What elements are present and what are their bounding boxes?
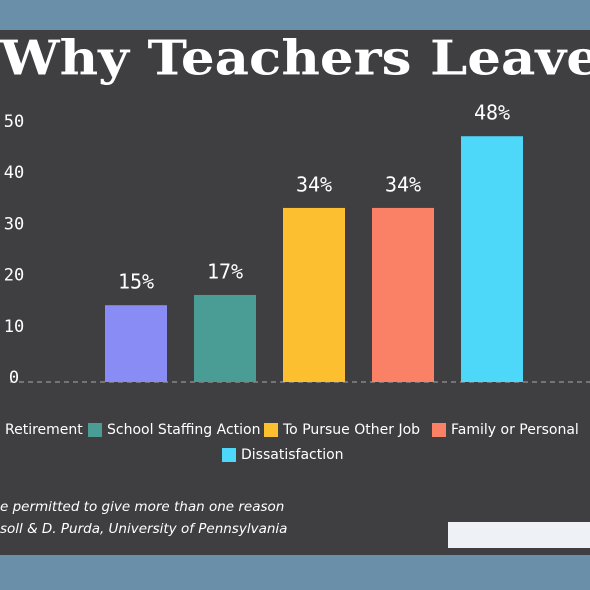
- legend-label: Dissatisfaction: [241, 447, 344, 463]
- value-label: 34%: [385, 172, 421, 196]
- value-label: 48%: [474, 101, 510, 125]
- legend-swatch: [88, 423, 102, 437]
- chart-title: Why Teachers Leave: [0, 31, 590, 87]
- y-tick-label: 40: [4, 163, 24, 183]
- value-label: 17%: [207, 259, 243, 283]
- footnote: e permitted to give more than one reason: [0, 499, 284, 515]
- y-tick-label: 10: [4, 317, 24, 337]
- bar: [461, 136, 523, 382]
- value-label: 34%: [296, 172, 332, 196]
- bar: [194, 294, 256, 382]
- legend-label: Retirement: [5, 422, 83, 438]
- panel: [448, 522, 590, 548]
- legend-swatch: [432, 423, 446, 437]
- bar: [283, 207, 345, 382]
- legend-label: Family or Personal: [451, 422, 579, 438]
- y-tick-label: 50: [4, 112, 24, 132]
- y-tick-label: 20: [4, 266, 24, 286]
- legend-label: School Staffing Action: [107, 422, 260, 438]
- bar: [105, 305, 167, 382]
- y-tick-label: 0: [9, 368, 19, 388]
- legend-swatch: [264, 423, 278, 437]
- legend-swatch: [222, 448, 236, 462]
- legend-label: To Pursue Other Job: [282, 422, 420, 438]
- bar: [372, 207, 434, 382]
- footnote: soll & D. Purda, University of Pennsylva…: [0, 521, 287, 537]
- value-label: 15%: [118, 270, 154, 294]
- y-tick-label: 30: [4, 214, 24, 234]
